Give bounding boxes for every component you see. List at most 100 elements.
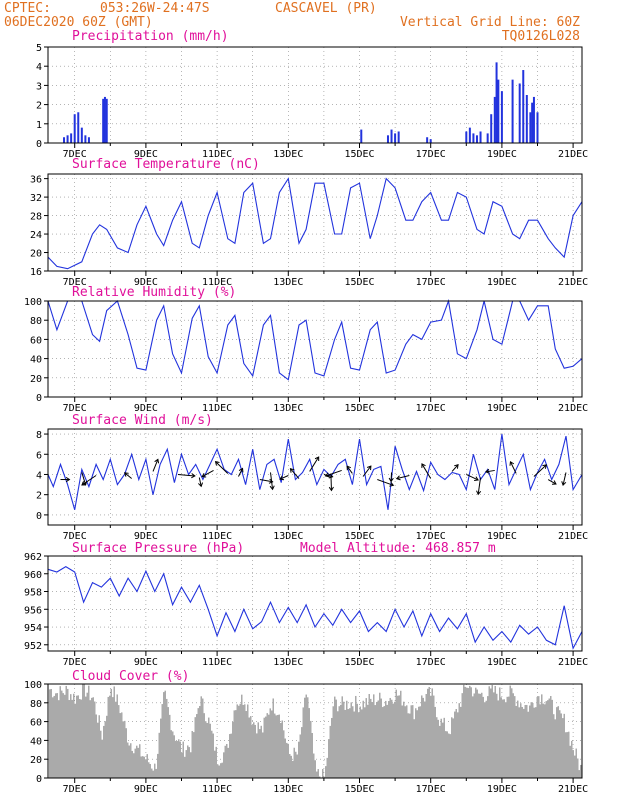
humidity-xtick-label: 17DEC [416,403,446,414]
header-datetime: 06DEC2020 60Z (GMT) [4,15,153,30]
wind-ytick-label: 4 [36,470,42,481]
cloud-bar [458,703,460,778]
cloud-bar [484,702,486,778]
cloud-bar [79,699,81,778]
cloud-bar [416,710,418,778]
cloud-bar [125,728,127,778]
cloud-bar [145,759,147,778]
wind-arrow [177,473,195,477]
cloud-bar [307,697,309,778]
cloud-bar [194,717,196,778]
cloud-bar [191,730,193,778]
cloud-bar [286,742,288,778]
cloud-bar [460,706,462,778]
humidity-panel: 0 20 40 60 80 100 7DEC 9DEC 11DEC 13DEC 15DEC 17DEC… [24,297,588,414]
wind-arrow [259,479,273,483]
cloud-ytick-label: 20 [30,755,42,766]
cloud-bar [571,740,573,778]
wind-arrowhead [201,472,207,478]
cloud-bar [89,700,91,778]
precip-bar [525,95,528,143]
cloud-bar [73,693,75,778]
precip-bar [63,137,66,143]
cloud-bar [242,704,244,778]
cloud-bar [475,687,477,778]
wind-arrow [279,475,289,480]
cloud-bar [304,697,306,778]
wind-xtick-label: 9DEC [134,531,158,542]
cloud-bar [463,684,465,778]
cloud-bar [299,734,301,778]
cloud-bar [350,702,352,778]
cloud-bar [200,696,202,778]
cloud-bar [248,717,250,778]
cloud-bar [82,684,84,778]
temp-xtick-label: 19DEC [487,277,517,288]
cloud-bar [130,743,132,778]
precip-bar [486,133,489,143]
cloud-bar [98,715,100,778]
wind-arrow [290,468,300,479]
cloud-bar [173,735,175,778]
cloud-bar [481,692,483,778]
pressure-xtick-label: 17DEC [416,657,446,668]
humidity-xtick-label: 19DEC [487,403,517,414]
cloud-bar [428,686,430,778]
cloud-bar [494,685,496,778]
wind-arrowhead [268,478,274,484]
cloud-bar [520,703,522,778]
precip-bar [500,91,503,143]
cloud-bar [449,734,451,778]
cloud-bar [326,757,328,778]
cloud-bar [110,688,112,778]
cloud-bar [94,701,96,778]
cloud-bar [119,713,121,778]
pressure-ytick-label: 958 [24,588,42,599]
cloud-bar [502,699,504,778]
cloud-bar [542,703,544,778]
wind-arrow [533,464,547,477]
cloud-bar [457,712,459,778]
cloud-bar [109,695,111,778]
cloud-bar [139,744,141,778]
cloud-bar [565,732,567,778]
precip-bar [493,96,496,143]
cloud-bar [322,768,324,778]
cloud-bar [166,698,168,778]
cloud-bar [172,731,174,778]
wind-arrow [201,469,214,478]
cloud-bar [278,714,280,778]
cloud-bar [289,754,291,778]
cloud-bar [217,764,219,778]
cloud-bar [557,706,559,778]
cloud-bar [64,694,66,778]
cloud-bar [400,690,402,778]
cloud-bar [347,709,349,778]
cloud-bar [337,711,339,778]
cloud-bar [184,756,186,778]
cloud-bar [362,700,364,778]
cloud-bar [178,739,180,778]
cloud-bar [503,699,505,778]
cloud-bar [160,718,162,778]
cloud-bar [128,745,130,778]
cloud-bar [509,685,511,778]
precip-xtick-label: 9DEC [134,149,158,160]
wind-arrow [81,475,97,486]
cloud-bar [136,745,138,778]
cloud-bar [290,755,292,778]
cloud-bar [446,731,448,778]
temp-title: Surface Temperature (nC) [72,157,260,172]
wind-xtick-label: 21DEC [558,531,588,542]
temp-xtick-label: 11DEC [202,277,232,288]
wind-ytick-label: 8 [36,430,42,441]
precip-title: Precipitation (mm/h) [72,29,229,44]
wind-arrowhead [476,490,482,496]
cloud-bar [563,713,565,778]
cloud-bar [334,696,336,778]
cloud-bar [496,693,498,778]
pressure-panel: 952 954 956 958 960 962 7DEC 9DEC 11DEC 13DEC 15DE… [24,552,588,668]
precip-bar [490,114,493,143]
wind-arrow [323,473,333,478]
cloud-bar [199,706,201,778]
